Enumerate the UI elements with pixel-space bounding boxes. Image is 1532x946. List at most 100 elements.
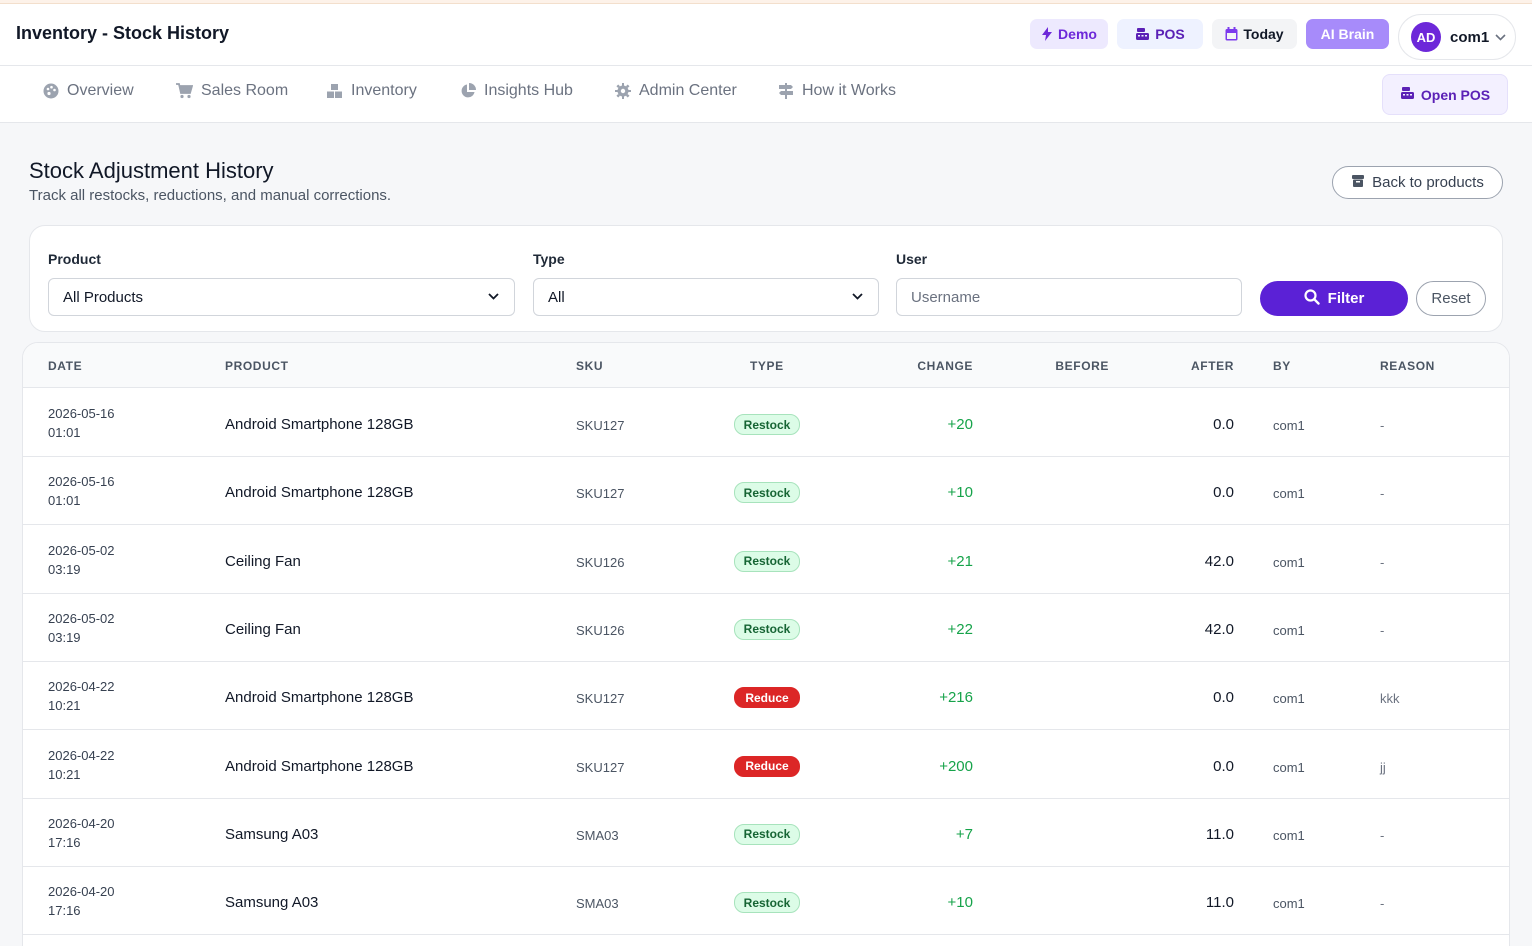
date-value: 2026-05-16 bbox=[48, 406, 115, 421]
time-value: 03:19 bbox=[48, 561, 81, 577]
by-cell: com1 bbox=[1273, 622, 1305, 638]
time-value: 17:16 bbox=[48, 903, 81, 919]
table-row[interactable]: 2026-05-16 01:01 Android Smartphone 128GB S… bbox=[23, 389, 1509, 457]
boxes-icon bbox=[326, 83, 343, 99]
table-row[interactable]: 2026-04-20 17:16 Samsung A03 SMA03 Restock +1… bbox=[23, 867, 1509, 936]
type-select-value: All bbox=[548, 288, 565, 306]
reason-cell: - bbox=[1380, 554, 1385, 570]
back-to-products-label: Back to products bbox=[1372, 174, 1484, 191]
date-cell: 2026-04-22 10:21 bbox=[48, 677, 115, 715]
calendar-icon bbox=[1225, 27, 1238, 41]
gear-icon bbox=[615, 83, 631, 99]
sku-cell: SKU127 bbox=[576, 418, 625, 433]
type-badge: Reduce bbox=[734, 687, 800, 709]
date-cell: 2026-05-16 01:01 bbox=[48, 472, 115, 510]
after-cell: 11.0 bbox=[1205, 825, 1234, 843]
column-header-sku: SKU bbox=[576, 359, 604, 373]
date-value: 2026-04-20 bbox=[48, 815, 115, 831]
date-cell: 2026-04-22 10:21 bbox=[48, 746, 115, 784]
chevron-down-icon bbox=[851, 290, 864, 307]
product-select[interactable]: All Products bbox=[48, 278, 515, 316]
date-value: 2026-04-20 bbox=[48, 884, 115, 900]
nav-item-admin-center[interactable]: Admin Center bbox=[615, 82, 737, 100]
app-header: Inventory - Stock History Demo POS Today… bbox=[0, 4, 1532, 66]
avatar: AD bbox=[1411, 22, 1441, 52]
demo-label: Demo bbox=[1058, 26, 1097, 42]
demo-button[interactable]: Demo bbox=[1030, 19, 1108, 49]
table-row[interactable]: 2026-05-02 03:19 Ceiling Fan SKU126 Restock +… bbox=[23, 526, 1509, 594]
nav-label: How it Works bbox=[802, 82, 896, 99]
box-icon bbox=[1351, 174, 1365, 192]
change-cell: +200 bbox=[939, 757, 973, 775]
table-row[interactable]: 2026-05-16 01:01 Android Smartphone 128GB S… bbox=[23, 457, 1509, 526]
product-cell: Samsung A03 bbox=[225, 894, 319, 912]
type-badge: Restock bbox=[734, 550, 800, 572]
product-cell: Ceiling Fan bbox=[225, 552, 301, 570]
time-value: 10:21 bbox=[48, 766, 81, 782]
type-badge: Reduce bbox=[734, 755, 800, 777]
back-to-products-button[interactable]: Back to products bbox=[1332, 166, 1503, 199]
sku-cell: SMA03 bbox=[576, 827, 619, 843]
today-button[interactable]: Today bbox=[1212, 19, 1297, 49]
time-value: 10:21 bbox=[48, 698, 81, 714]
filter-button[interactable]: Filter bbox=[1260, 281, 1408, 316]
sku-cell: SMA03 bbox=[576, 896, 619, 912]
table-row[interactable]: 2026-04-22 10:21 Android Smartphone 128GB S… bbox=[23, 662, 1509, 731]
time-value: 01:01 bbox=[48, 493, 81, 509]
nav-item-overview[interactable]: Overview bbox=[43, 82, 134, 100]
type-badge: Restock bbox=[734, 823, 800, 845]
top-accent-line bbox=[0, 0, 1532, 4]
after-cell: 42.0 bbox=[1204, 620, 1234, 638]
user-name: com1 bbox=[1450, 28, 1490, 46]
reason-cell: jj bbox=[1380, 759, 1386, 775]
date-value: 2026-04-22 bbox=[48, 679, 115, 695]
ai-brain-button[interactable]: AI Brain bbox=[1306, 19, 1389, 49]
after-cell: 42.0 bbox=[1204, 552, 1234, 570]
cash-register-icon bbox=[1135, 27, 1150, 41]
table-row[interactable]: 2026-04-20 17:16 Samsung A03 SMA03 Restock +7… bbox=[23, 799, 1509, 867]
user-menu[interactable]: AD com1 bbox=[1398, 14, 1516, 60]
by-cell: com1 bbox=[1273, 759, 1305, 775]
nav-label: Inventory bbox=[351, 82, 417, 99]
after-cell: 0.0 bbox=[1213, 416, 1234, 433]
sku-cell: SKU126 bbox=[576, 554, 625, 570]
product-cell: Android Smartphone 128GB bbox=[225, 484, 414, 502]
sku-cell: SKU127 bbox=[576, 486, 625, 502]
palette-icon bbox=[43, 83, 59, 99]
nav-item-inventory[interactable]: Inventory bbox=[326, 82, 417, 100]
reset-button[interactable]: Reset bbox=[1416, 281, 1486, 316]
today-label: Today bbox=[1243, 26, 1284, 42]
pos-label: POS bbox=[1155, 26, 1185, 42]
table-row[interactable]: 2026-04-22 10:21 Android Smartphone 128GB S… bbox=[23, 731, 1509, 799]
pie-chart-icon bbox=[460, 83, 476, 99]
product-cell: Samsung A03 bbox=[225, 825, 319, 843]
nav-item-how-it-works[interactable]: How it Works bbox=[778, 82, 896, 100]
sku-cell: SKU126 bbox=[576, 622, 625, 638]
date-value: 2026-04-22 bbox=[48, 747, 115, 763]
username-input[interactable] bbox=[896, 278, 1242, 316]
type-badge: Restock bbox=[734, 482, 800, 504]
change-cell: +7 bbox=[955, 825, 973, 843]
column-header-after: AFTER bbox=[1191, 359, 1234, 373]
type-badge: Restock bbox=[734, 414, 800, 435]
pos-button[interactable]: POS bbox=[1117, 19, 1203, 49]
change-cell: +21 bbox=[947, 552, 973, 570]
type-filter-label: Type bbox=[533, 251, 565, 267]
open-pos-button[interactable]: Open POS bbox=[1382, 74, 1508, 115]
date-cell: 2026-04-20 17:16 bbox=[48, 882, 115, 920]
change-cell: +10 bbox=[947, 894, 973, 912]
time-value: 01:01 bbox=[48, 425, 81, 440]
nav-item-sales-room[interactable]: Sales Room bbox=[176, 82, 288, 100]
table-row[interactable]: 2026-05-02 03:19 Ceiling Fan SKU126 Restock +… bbox=[23, 594, 1509, 662]
user-filter-label: User bbox=[896, 251, 928, 267]
type-select[interactable]: All bbox=[533, 278, 879, 316]
change-cell: +10 bbox=[947, 484, 973, 502]
nav-item-insights-hub[interactable]: Insights Hub bbox=[460, 82, 573, 100]
date-cell: 2026-05-02 03:19 bbox=[48, 541, 115, 579]
nav-label: Overview bbox=[67, 82, 134, 99]
column-header-before: BEFORE bbox=[1055, 359, 1109, 373]
after-cell: 0.0 bbox=[1213, 757, 1234, 775]
app-title: Inventory - Stock History bbox=[16, 23, 230, 43]
lightning-icon bbox=[1041, 27, 1053, 41]
date-cell: 2026-05-02 03:19 bbox=[48, 609, 115, 647]
